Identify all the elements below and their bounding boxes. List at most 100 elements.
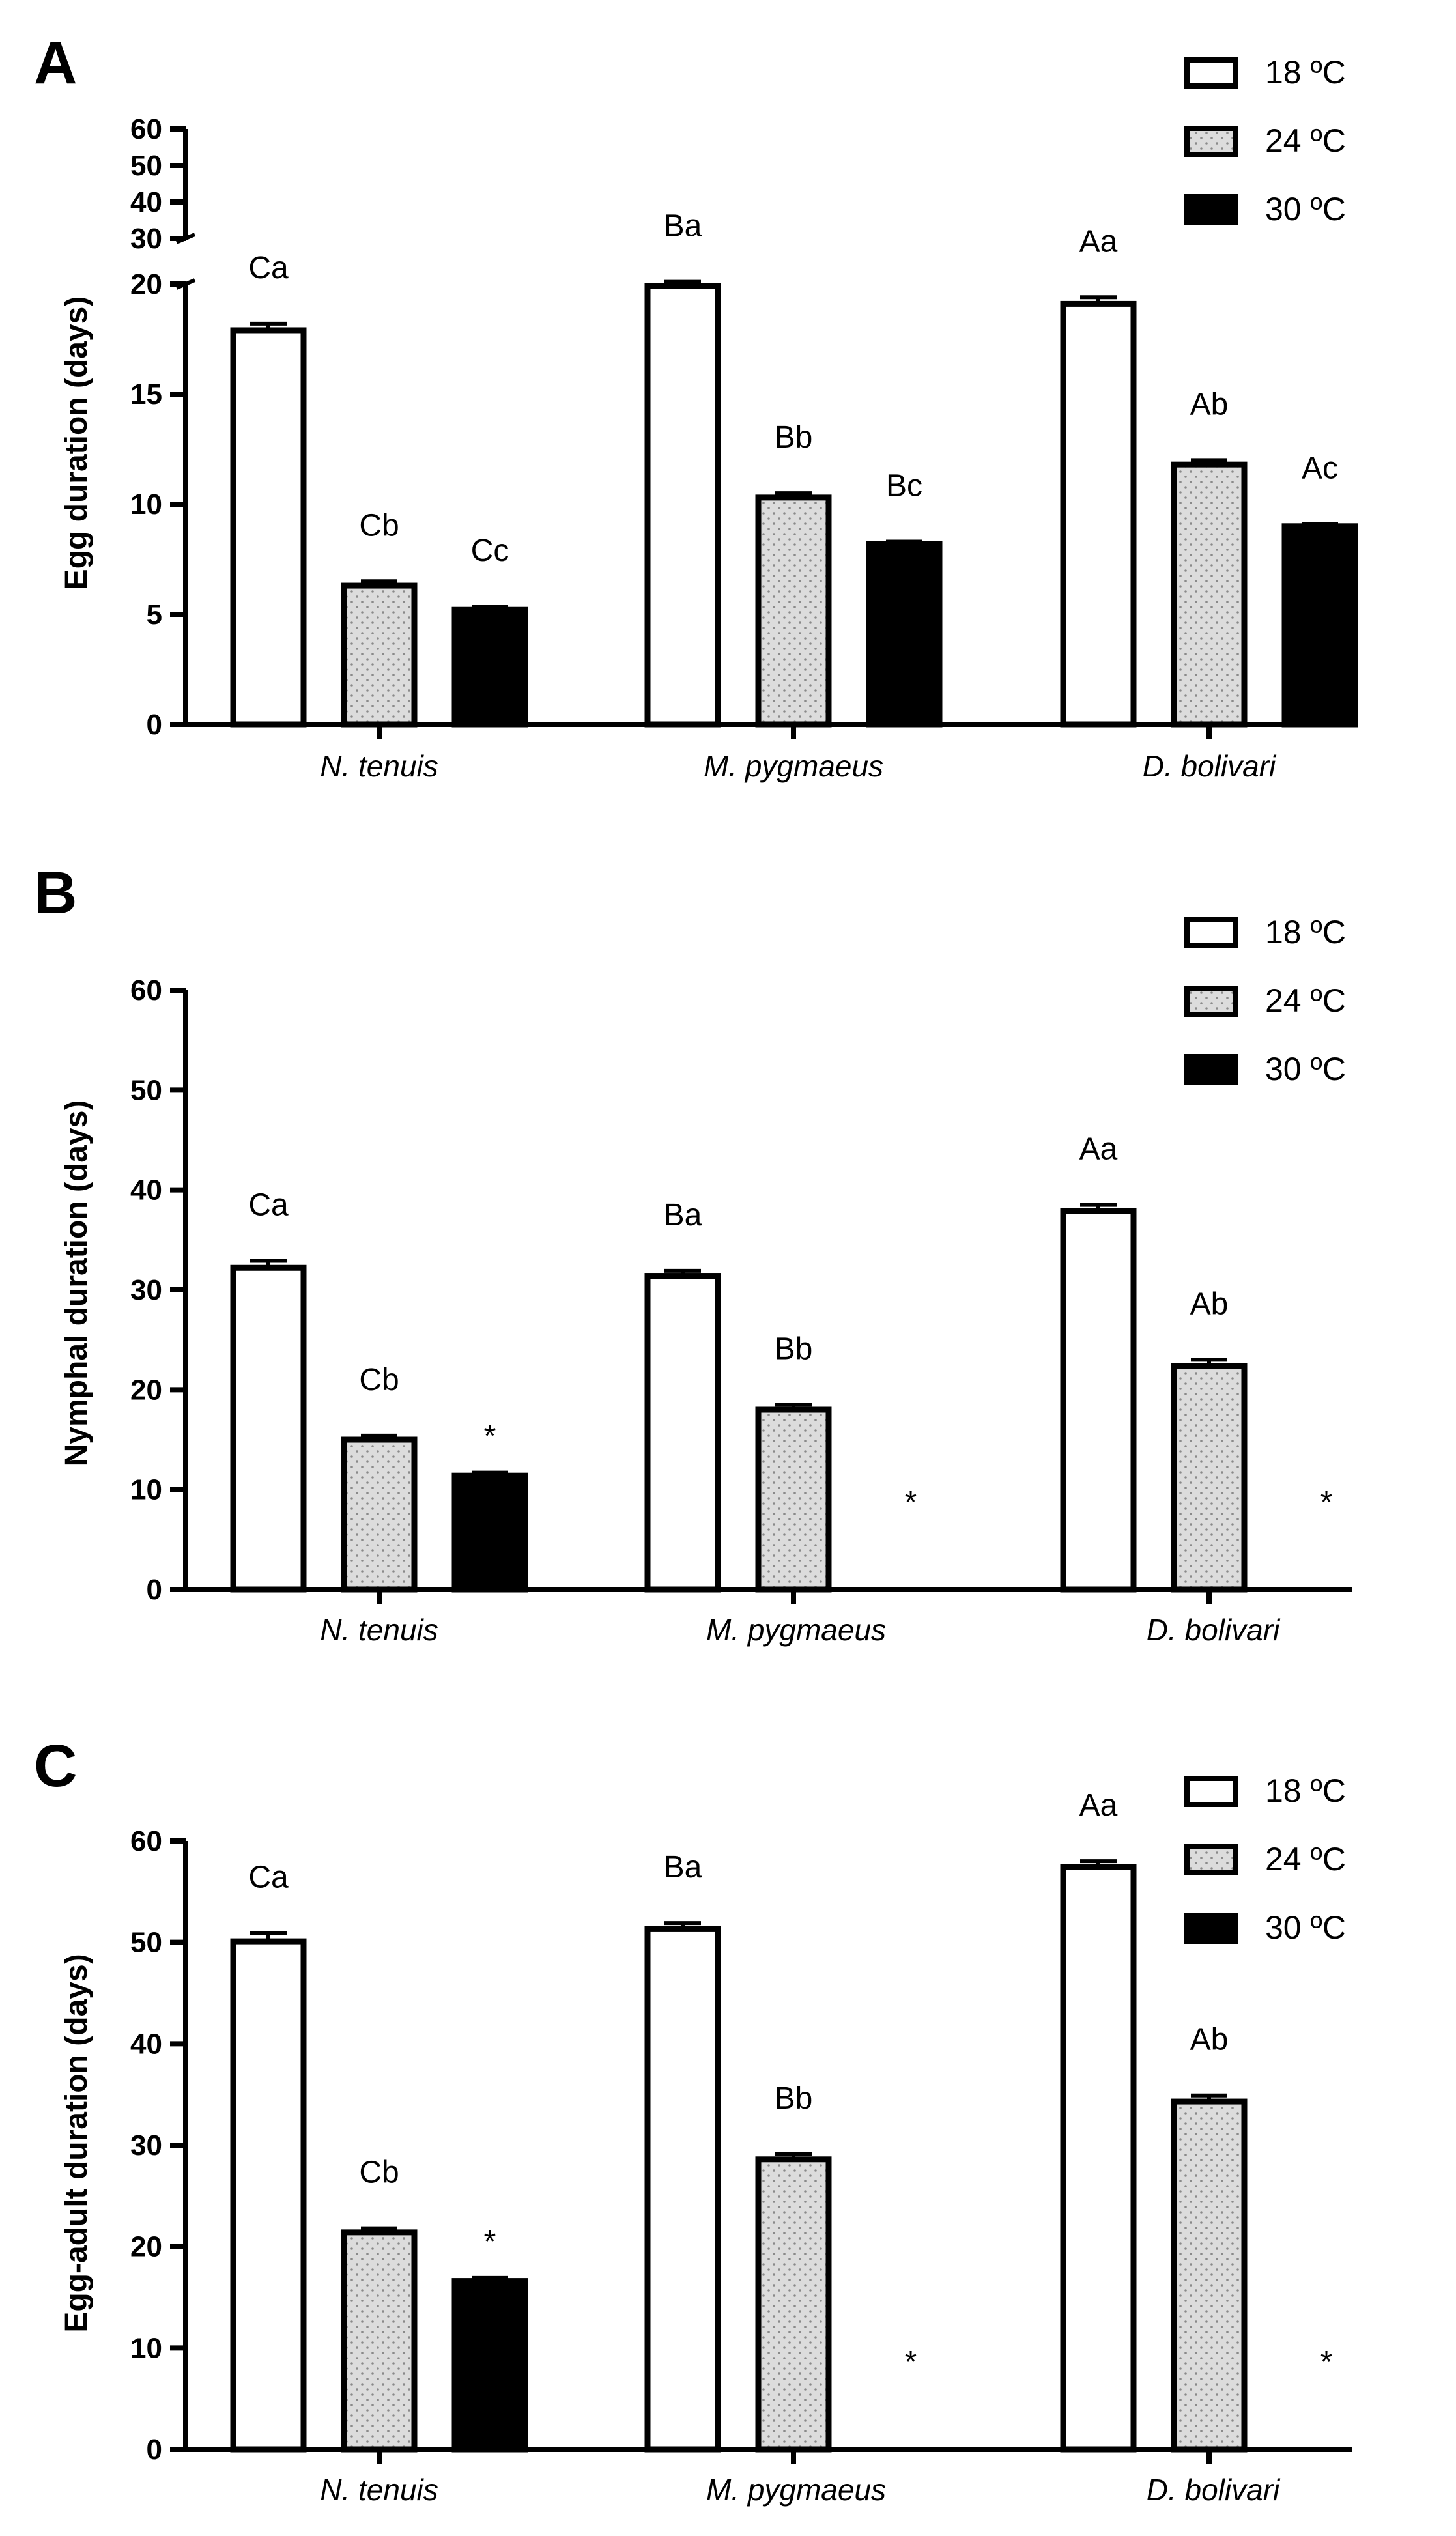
- y-tick-label: 20: [130, 1374, 162, 1406]
- significance-label: Ba: [664, 1850, 702, 1885]
- y-tick-label: 20: [130, 2231, 162, 2263]
- category-label: N. tenuis: [320, 2473, 438, 2507]
- bar: [341, 1436, 418, 1593]
- missing-data-marker: *: [905, 2345, 917, 2380]
- significance-label: Aa: [1079, 1788, 1118, 1823]
- significance-label: Ab: [1190, 1287, 1229, 1321]
- significance-label: Ca: [248, 1860, 289, 1895]
- significance-label: Bb: [775, 420, 813, 455]
- legend-label-18: 18 ºC: [1265, 1773, 1346, 1809]
- significance-label: Aa: [1079, 224, 1118, 259]
- category-label: M. pygmaeus: [704, 749, 883, 783]
- legend-label-30: 30 ºC: [1265, 1909, 1346, 1946]
- category-labels-b: N. tenuis M. pygmaeus D. bolivari: [320, 1613, 1281, 1647]
- y-tick-label: 0: [147, 1574, 162, 1606]
- bar: [230, 1938, 307, 2453]
- significance-label: Ca: [248, 251, 289, 285]
- bars-b: Ca Ba Aa Cb Bb Ab * * *: [230, 1132, 1332, 1593]
- legend-swatch-18: [1184, 917, 1238, 948]
- significance-label: *: [484, 1419, 496, 1454]
- missing-data-marker: *: [1320, 2345, 1333, 2380]
- y-ticks-b: 0 10 20 30 40 50 60: [130, 975, 1352, 1606]
- y-ticks-a: 0 5 10 15 20 30 40 50 60: [130, 113, 1352, 741]
- axis-break-mark: [175, 233, 196, 244]
- bar: [1281, 523, 1358, 728]
- y-tick-label: 20: [130, 268, 162, 300]
- significance-label: Cc: [471, 534, 509, 568]
- legend-a: 18 ºC 24 ºC 30 ºC: [1184, 54, 1346, 227]
- panel-letter-b: B: [34, 860, 77, 926]
- legend-swatch-18: [1184, 57, 1238, 89]
- bar: [1171, 461, 1248, 728]
- y-tick-label: 60: [130, 113, 162, 145]
- significance-label: Ba: [664, 209, 702, 244]
- significance-label: Cb: [359, 508, 399, 543]
- bar: [230, 1264, 307, 1593]
- significance-label: Ba: [664, 1198, 702, 1232]
- legend-swatch-30: [1184, 1054, 1238, 1085]
- panel-letter-a: A: [34, 30, 77, 96]
- y-tick-label: 30: [130, 223, 162, 255]
- significance-label: Ab: [1190, 2023, 1229, 2057]
- category-label: M. pygmaeus: [706, 2473, 886, 2507]
- bars-c: Ca Ba Aa Cb Bb Ab * * *: [230, 1788, 1333, 2453]
- legend-swatch-24: [1184, 1844, 1238, 1875]
- category-labels-c: N. tenuis M. pygmaeus D. bolivari: [320, 2473, 1281, 2507]
- legend-label-18: 18 ºC: [1265, 914, 1346, 950]
- category-label: M. pygmaeus: [706, 1613, 886, 1647]
- category-label: D. bolivari: [1143, 749, 1277, 783]
- bar: [1060, 1208, 1137, 1593]
- bar: [230, 327, 307, 728]
- category-label: D. bolivari: [1147, 2473, 1281, 2507]
- panel-a: A Egg duration (days) 0 5 10 15 20 30 40 50 60 C…: [34, 30, 1358, 783]
- bar: [644, 1273, 721, 1593]
- bar: [866, 541, 943, 728]
- bar: [341, 582, 418, 728]
- y-axis-label-a: Egg duration (days): [59, 296, 94, 590]
- legend-label-18: 18 ºC: [1265, 54, 1346, 91]
- category-label: D. bolivari: [1147, 1613, 1281, 1647]
- significance-label: Aa: [1079, 1132, 1118, 1167]
- bar: [1060, 300, 1137, 728]
- y-tick-label: 5: [147, 599, 162, 631]
- y-axis-label-b: Nymphal duration (days): [59, 1100, 94, 1467]
- category-label: N. tenuis: [320, 1613, 438, 1647]
- bar: [644, 1926, 721, 2453]
- bar: [451, 2278, 528, 2453]
- legend-label-24: 24 ºC: [1265, 122, 1346, 159]
- legend-swatch-24: [1184, 126, 1238, 157]
- y-tick-label: 50: [130, 150, 162, 182]
- significance-label: Bb: [775, 1332, 813, 1366]
- bar: [1171, 1363, 1248, 1593]
- legend-c: 18 ºC 24 ºC 30 ºC: [1184, 1773, 1346, 1946]
- legend-swatch-18: [1184, 1776, 1238, 1807]
- y-tick-label: 0: [147, 2434, 162, 2466]
- bar: [451, 1472, 528, 1593]
- significance-label: Ac: [1302, 451, 1338, 485]
- y-tick-label: 10: [130, 2332, 162, 2364]
- bar: [1060, 1864, 1137, 2453]
- y-tick-label: 50: [130, 1074, 162, 1106]
- bar: [644, 283, 721, 728]
- significance-label: Cb: [359, 1363, 399, 1397]
- legend-label-24: 24 ºC: [1265, 982, 1346, 1019]
- significance-label: Ab: [1190, 387, 1229, 421]
- significance-label: Ca: [248, 1188, 289, 1223]
- significance-label: Bb: [775, 2081, 813, 2116]
- y-tick-label: 10: [130, 1474, 162, 1506]
- bar: [755, 1406, 832, 1593]
- axis-break-mark: [175, 278, 196, 290]
- y-tick-label: 0: [147, 709, 162, 741]
- y-tick-label: 60: [130, 975, 162, 1006]
- y-tick-label: 40: [130, 1175, 162, 1206]
- legend-label-30: 30 ºC: [1265, 191, 1346, 227]
- y-tick-label: 50: [130, 1927, 162, 1959]
- y-tick-label: 10: [130, 489, 162, 520]
- missing-data-marker: *: [905, 1485, 917, 1520]
- legend-b: 18 ºC 24 ºC 30 ºC: [1184, 914, 1346, 1087]
- panel-letter-c: C: [34, 1733, 77, 1799]
- legend-swatch-30: [1184, 1913, 1238, 1944]
- significance-label: *: [484, 2225, 496, 2259]
- bar: [341, 2229, 418, 2453]
